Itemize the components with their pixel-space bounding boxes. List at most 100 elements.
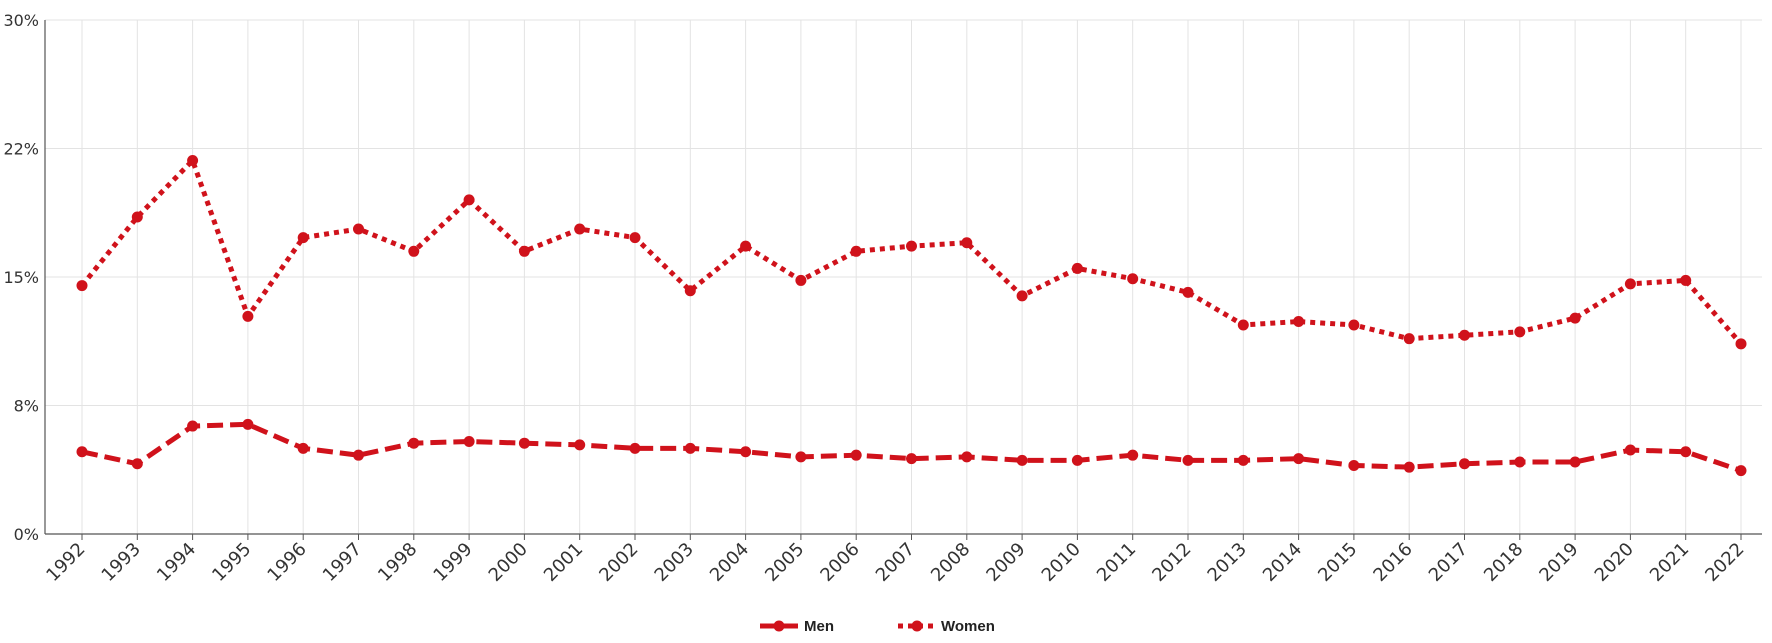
data-point [242,419,253,430]
data-point [630,232,641,243]
x-tick-label: 2019 [1535,539,1582,586]
data-point [132,458,143,469]
data-point [740,241,751,252]
data-point [408,438,419,449]
data-point [685,285,696,296]
data-point [1404,333,1415,344]
legend-item-men: Men [760,618,834,635]
legend-label: Women [941,618,995,635]
data-point [1072,455,1083,466]
x-tick-label: 1994 [153,539,200,586]
x-tick-label: 2001 [540,539,587,586]
data-point [464,194,475,205]
data-point [1183,455,1194,466]
x-tick-label: 2014 [1259,539,1306,586]
x-tick-label: 2017 [1425,539,1472,586]
x-tick-label: 1999 [429,539,476,586]
data-point [630,443,641,454]
x-tick-label: 1992 [42,539,89,586]
legend-label: Men [804,618,834,635]
x-tick-label: 1993 [98,539,145,586]
data-point [1238,455,1249,466]
data-point [795,275,806,286]
data-point [1736,465,1747,476]
data-point [1514,326,1525,337]
data-point [353,450,364,461]
x-tick-label: 2015 [1314,539,1361,586]
data-point [77,280,88,291]
x-tick-label: 2000 [485,539,532,586]
data-point [961,237,972,248]
legend: Men Women [760,618,995,635]
data-point [851,450,862,461]
x-tick-label: 2008 [927,539,974,586]
x-tick-label: 2022 [1701,539,1748,586]
data-point [519,246,530,257]
data-point [1459,330,1470,341]
x-tick-label: 2011 [1093,539,1140,586]
data-point [740,446,751,457]
x-tick-label: 2009 [982,539,1029,586]
x-tick-label: 2010 [1038,539,1085,586]
x-tick-label: 2007 [872,539,919,586]
x-tick-label: 2021 [1646,539,1693,586]
x-tick-label: 1998 [374,539,421,586]
data-point [1570,457,1581,468]
x-tick-label: 2002 [595,539,642,586]
y-tick-label: 15% [3,268,39,287]
legend-item-women: Women [898,618,995,635]
x-tick-label: 2005 [761,539,808,586]
data-point [1570,313,1581,324]
data-point [242,311,253,322]
data-point [1459,458,1470,469]
x-tick-label: 2016 [1369,539,1416,586]
x-tick-label: 1997 [319,539,366,586]
y-tick-label: 30% [3,11,39,30]
data-point [1017,455,1028,466]
data-point [464,436,475,447]
data-point [1293,316,1304,327]
data-point [1183,287,1194,298]
data-point [906,453,917,464]
data-point [1072,263,1083,274]
data-point [1625,445,1636,456]
data-point [1625,278,1636,289]
data-point [1127,450,1138,461]
data-point [961,451,972,462]
x-tick-label: 2004 [706,539,753,586]
data-point [1514,457,1525,468]
data-point [132,212,143,223]
data-point [1736,338,1747,349]
y-tick-label: 22% [3,140,39,159]
data-point [1238,319,1249,330]
data-point [851,246,862,257]
data-point [519,438,530,449]
legend-marker [774,621,785,632]
data-point [1293,453,1304,464]
x-tick-label: 2013 [1204,539,1251,586]
x-tick-label: 2018 [1480,539,1527,586]
legend-marker [912,621,923,632]
axes: 0%8%15%22%30%1992 1993 1994 1995 1996 1997 199… [3,11,1762,586]
data-point [187,421,198,432]
x-tick-label: 1995 [208,539,255,586]
x-tick-label: 1996 [263,539,310,586]
data-point [574,439,585,450]
data-point [1680,275,1691,286]
data-point [1348,460,1359,471]
data-point [906,241,917,252]
data-point [795,451,806,462]
data-point [1017,290,1028,301]
data-point [298,232,309,243]
data-point [1680,446,1691,457]
data-point [1348,319,1359,330]
x-tick-label: 2012 [1148,539,1195,586]
data-point [408,246,419,257]
data-point [1404,462,1415,473]
data-point [77,446,88,457]
y-tick-label: 0% [14,525,39,544]
data-point [685,443,696,454]
x-tick-label: 2020 [1591,539,1638,586]
x-tick-label: 2003 [651,539,698,586]
